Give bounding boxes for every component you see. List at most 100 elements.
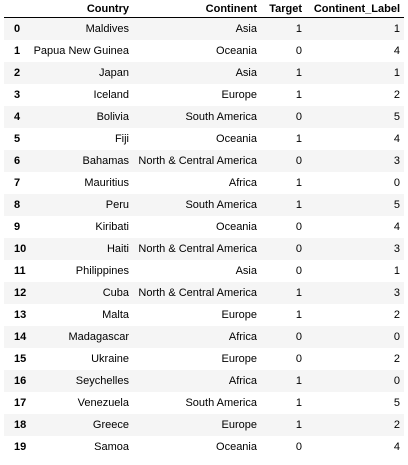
table-row: 15 Ukraine Europe 0 2 bbox=[4, 348, 404, 370]
table-row: 14 Madagascar Africa 0 0 bbox=[4, 326, 404, 348]
cell-continent-label: 3 bbox=[393, 155, 400, 167]
row-index: 10 bbox=[14, 243, 27, 255]
cell-continent-label: 5 bbox=[393, 397, 400, 409]
cell-target: 0 bbox=[295, 331, 302, 343]
row-index: 3 bbox=[14, 89, 21, 101]
cell-continent-label: 2 bbox=[393, 419, 400, 431]
row-index: 5 bbox=[14, 133, 21, 145]
cell-target: 0 bbox=[295, 221, 302, 233]
header-row: Country Continent Target Continent_Label bbox=[4, 0, 404, 18]
column-header-continent: Continent bbox=[133, 0, 261, 18]
cell-country: Seychelles bbox=[75, 375, 129, 387]
cell-continent: South America bbox=[185, 199, 257, 211]
cell-country: Kiribati bbox=[95, 221, 129, 233]
cell-continent: Europe bbox=[221, 353, 257, 365]
row-index: 0 bbox=[14, 23, 21, 35]
cell-country: Greece bbox=[92, 419, 129, 431]
dataframe-table: Country Continent Target Continent_Label… bbox=[4, 0, 404, 458]
cell-continent-label: 5 bbox=[393, 111, 400, 123]
row-index: 19 bbox=[14, 441, 27, 453]
table-row: 17 Venezuela South America 1 5 bbox=[4, 392, 404, 414]
cell-continent-label: 5 bbox=[393, 199, 400, 211]
cell-country: Cuba bbox=[102, 287, 129, 299]
table-body: 0 Maldives Asia 1 1 1 Papua New Guinea Oceania 0… bbox=[4, 17, 404, 458]
cell-continent: North & Central America bbox=[138, 155, 257, 167]
table-row: 18 Greece Europe 1 2 bbox=[4, 414, 404, 436]
cell-country: Bahamas bbox=[82, 155, 129, 167]
cell-target: 1 bbox=[295, 287, 302, 299]
cell-continent: Asia bbox=[235, 23, 257, 35]
cell-target: 1 bbox=[295, 375, 302, 387]
row-index: 7 bbox=[14, 177, 21, 189]
cell-country: Papua New Guinea bbox=[33, 45, 129, 57]
cell-target: 0 bbox=[295, 155, 302, 167]
cell-country: Iceland bbox=[93, 89, 129, 101]
cell-target: 1 bbox=[295, 309, 302, 321]
index-header bbox=[4, 0, 28, 18]
cell-country: Haiti bbox=[106, 243, 129, 255]
cell-continent: Oceania bbox=[216, 45, 257, 57]
table-row: 13 Malta Europe 1 2 bbox=[4, 304, 404, 326]
cell-continent-label: 3 bbox=[393, 287, 400, 299]
table-row: 5 Fiji Oceania 1 4 bbox=[4, 128, 404, 150]
table-row: 6 Bahamas North & Central America 0 3 bbox=[4, 150, 404, 172]
cell-target: 1 bbox=[295, 67, 302, 79]
table-row: 0 Maldives Asia 1 1 bbox=[4, 17, 404, 40]
cell-country: Fiji bbox=[114, 133, 129, 145]
cell-continent: Africa bbox=[228, 331, 257, 343]
table-row: 1 Papua New Guinea Oceania 0 4 bbox=[4, 40, 404, 62]
table-row: 9 Kiribati Oceania 0 4 bbox=[4, 216, 404, 238]
row-index: 8 bbox=[14, 199, 21, 211]
cell-continent-label: 1 bbox=[393, 265, 400, 277]
cell-country: Mauritius bbox=[84, 177, 129, 189]
cell-continent-label: 2 bbox=[393, 353, 400, 365]
cell-continent: Europe bbox=[221, 309, 257, 321]
cell-target: 0 bbox=[295, 265, 302, 277]
table-row: 10 Haiti North & Central America 0 3 bbox=[4, 238, 404, 260]
cell-continent-label: 4 bbox=[393, 441, 400, 453]
row-index: 11 bbox=[14, 265, 26, 277]
row-index: 1 bbox=[14, 45, 21, 57]
row-index: 2 bbox=[14, 67, 21, 79]
cell-continent: Asia bbox=[235, 67, 257, 79]
cell-country: Madagascar bbox=[68, 331, 129, 343]
cell-target: 1 bbox=[295, 23, 302, 35]
row-index: 12 bbox=[14, 287, 27, 299]
cell-continent: North & Central America bbox=[138, 287, 257, 299]
cell-target: 1 bbox=[295, 199, 302, 211]
table-row: 2 Japan Asia 1 1 bbox=[4, 62, 404, 84]
table-row: 7 Mauritius Africa 1 0 bbox=[4, 172, 404, 194]
cell-continent-label: 2 bbox=[393, 309, 400, 321]
cell-continent: Oceania bbox=[216, 133, 257, 145]
cell-target: 0 bbox=[295, 111, 302, 123]
cell-continent: Africa bbox=[228, 375, 257, 387]
cell-target: 1 bbox=[295, 89, 302, 101]
column-header-target: Target bbox=[261, 0, 306, 18]
table-header: Country Continent Target Continent_Label bbox=[4, 0, 404, 18]
table-row: 16 Seychelles Africa 1 0 bbox=[4, 370, 404, 392]
cell-target: 1 bbox=[295, 133, 302, 145]
column-header-continent-label: Continent_Label bbox=[306, 0, 404, 18]
cell-continent: Asia bbox=[235, 265, 257, 277]
cell-target: 1 bbox=[295, 177, 302, 189]
row-index: 13 bbox=[14, 309, 27, 321]
cell-target: 0 bbox=[295, 441, 302, 453]
cell-country: Philippines bbox=[75, 265, 129, 277]
cell-target: 0 bbox=[295, 243, 302, 255]
cell-continent-label: 0 bbox=[393, 375, 400, 387]
row-index: 14 bbox=[14, 331, 27, 343]
cell-continent-label: 2 bbox=[393, 89, 400, 101]
cell-country: Samoa bbox=[94, 441, 129, 453]
cell-continent: Europe bbox=[221, 419, 257, 431]
cell-continent-label: 0 bbox=[393, 177, 400, 189]
cell-target: 0 bbox=[295, 353, 302, 365]
row-index: 18 bbox=[14, 419, 27, 431]
cell-continent: Oceania bbox=[216, 221, 257, 233]
cell-continent-label: 3 bbox=[393, 243, 400, 255]
cell-country: Bolivia bbox=[96, 111, 129, 123]
cell-continent-label: 0 bbox=[393, 331, 400, 343]
cell-continent: Oceania bbox=[216, 441, 257, 453]
row-index: 15 bbox=[14, 353, 27, 365]
cell-continent: South America bbox=[185, 397, 257, 409]
